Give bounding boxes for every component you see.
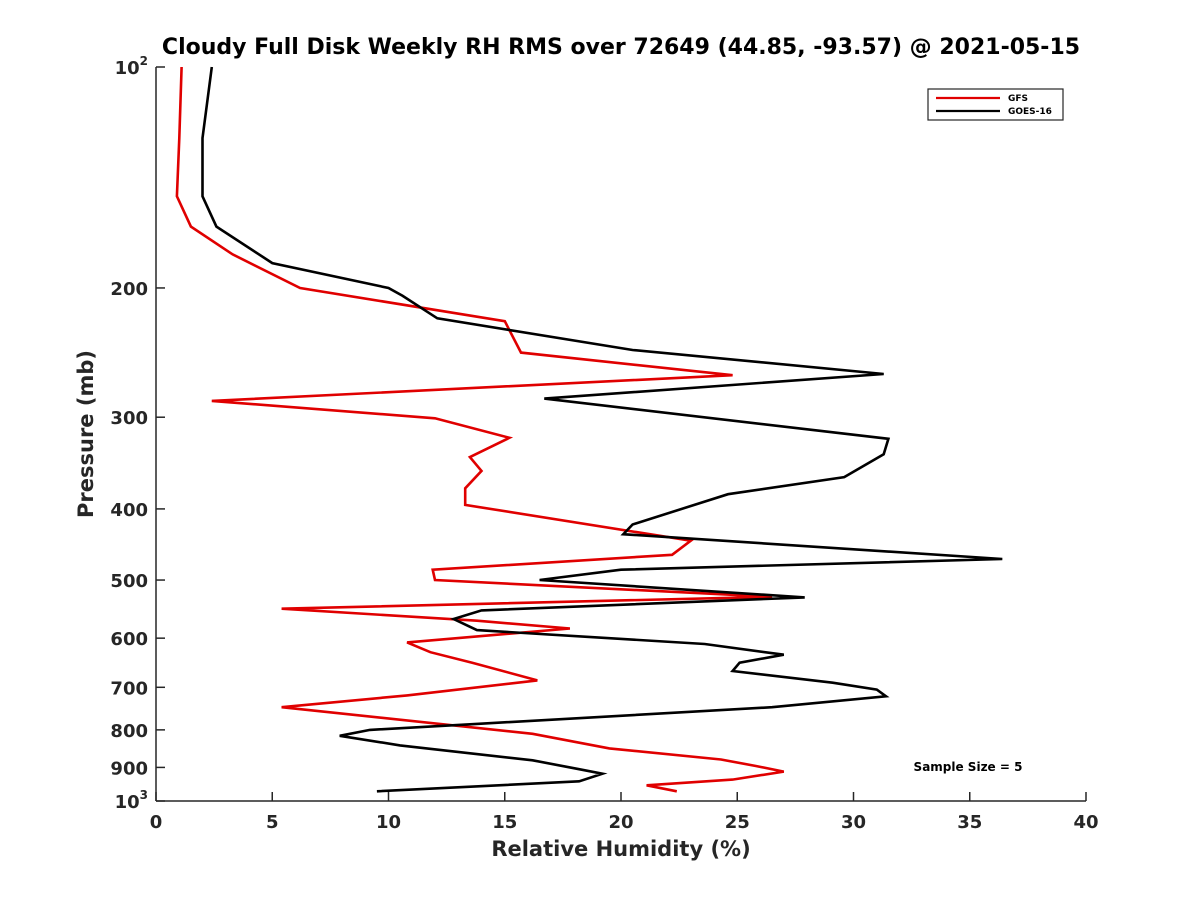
y-tick-label: 500 — [110, 571, 148, 592]
axis-ticks: 0 5 10 15 20 25 30 35 40 102 200 300 400 500 600 700 800… — [110, 54, 1098, 833]
y-tick-label: 300 — [110, 408, 148, 429]
legend-label-goes-16: GOES-16 — [1008, 107, 1052, 117]
x-tick-label: 15 — [492, 812, 517, 833]
series-lines — [175, 66, 1003, 793]
y-tick-label: 800 — [110, 721, 148, 742]
y-tick-label: 103 — [115, 788, 148, 813]
x-tick-label: 40 — [1073, 812, 1098, 833]
series-line-goes-16 — [201, 66, 1003, 793]
x-tick-label: 20 — [608, 812, 633, 833]
x-tick-label: 35 — [957, 812, 982, 833]
legend-label-gfs: GFS — [1008, 94, 1028, 104]
x-tick-label: 25 — [725, 812, 750, 833]
x-tick-label: 30 — [841, 812, 866, 833]
x-tick-label: 0 — [150, 812, 163, 833]
y-tick-label: 900 — [110, 758, 148, 779]
series-line-gfs — [175, 66, 785, 793]
y-tick-label: 400 — [110, 500, 148, 521]
y-tick-label: 200 — [110, 279, 148, 300]
y-tick-label: 102 — [115, 54, 148, 79]
y-tick-label: 600 — [110, 629, 148, 650]
legend: GFS GOES-16 — [927, 88, 1064, 121]
x-axis-label: Relative Humidity (%) — [491, 837, 750, 861]
x-tick-label: 5 — [266, 812, 279, 833]
sample-size-annotation: Sample Size = 5 — [914, 760, 1023, 774]
plot-area-frame — [156, 67, 1086, 801]
chart-title: Cloudy Full Disk Weekly RH RMS over 7264… — [162, 35, 1080, 60]
legend-box — [927, 88, 1064, 121]
y-tick-label: 700 — [110, 678, 148, 699]
y-axis-label: Pressure (mb) — [74, 350, 98, 518]
x-tick-label: 10 — [376, 812, 401, 833]
